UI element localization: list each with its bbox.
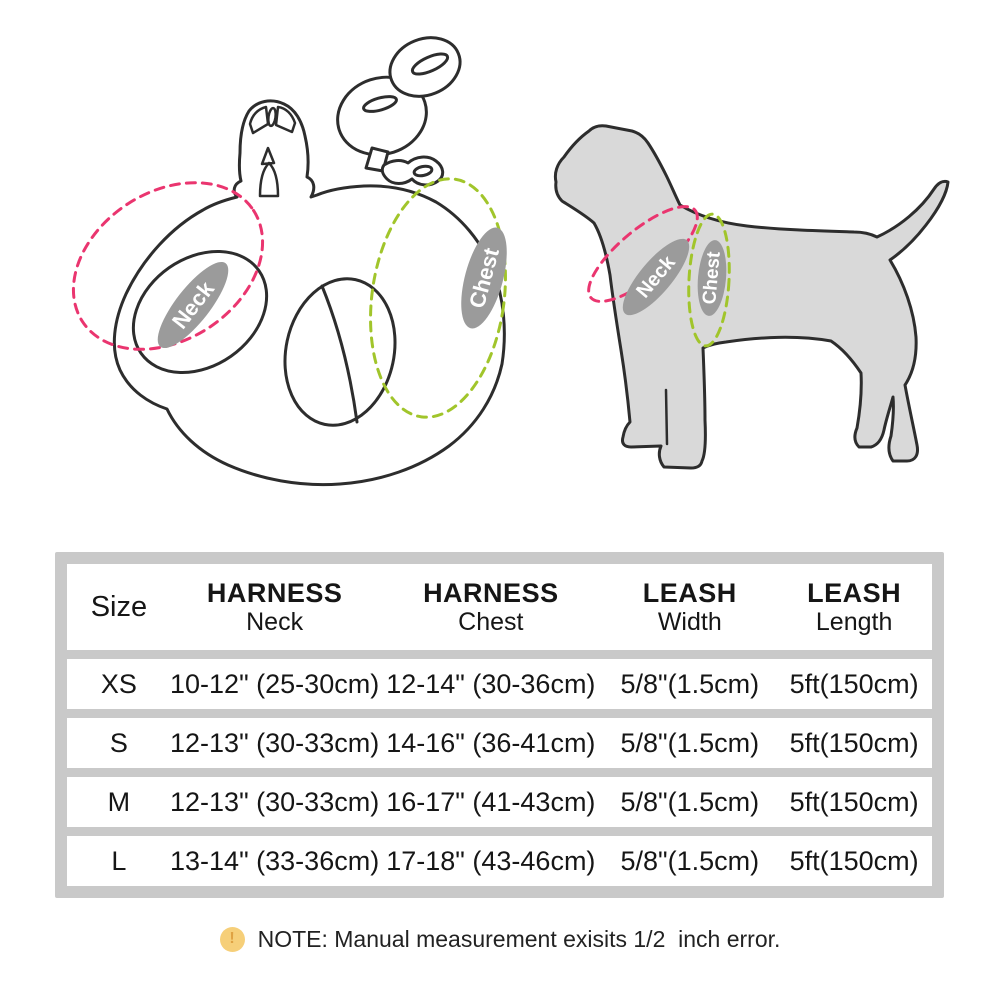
header-leash-length: LEASH Length [776,564,932,650]
leash-handle-slit [410,52,450,76]
table-row: M 12-13" (30-33cm) 16-17" (41-43cm) 5/8"… [67,777,932,827]
leash-clip-hole [412,164,434,178]
table-row: S 12-13" (30-33cm) 14-16" (36-41cm) 5/8"… [67,718,932,768]
note-exclamation-icon: ! [219,926,245,952]
harness-chest-measure-ellipse [369,177,507,419]
table-header-row: Size HARNESS Neck HARNESS Chest LEASH Wi… [67,564,932,650]
header-leash-length-title: LEASH [807,578,902,608]
header-harness-chest-title: HARNESS [423,578,559,608]
cell-leash-length: 5ft(150cm) [789,786,919,817]
size-table: Size HARNESS Neck HARNESS Chest LEASH Wi… [55,552,944,898]
cell-harness-neck: 12-13" (30-33cm) [170,727,380,758]
cell-harness-neck: 13-14" (33-36cm) [170,845,380,876]
cell-harness-chest: 16-17" (41-43cm) [386,786,596,817]
dog-chest-measure-ellipse [687,212,731,348]
header-size-title: Size [90,591,148,623]
dog-drawing [553,124,950,470]
note-text: NOTE: Manual measurement exisits 1/2 inc… [257,925,781,952]
header-harness-neck-subtitle: Neck [246,608,304,636]
cell-leash-length: 5ft(150cm) [789,668,919,699]
measurement-illustration: Neck Chest Neck Chest [71,36,950,487]
cell-size: XS [100,668,137,699]
header-leash-length-subtitle: Length [815,608,893,636]
cell-harness-chest: 12-14" (30-36cm) [386,668,596,699]
leash-clip [380,155,445,187]
header-leash-width: LEASH Width [603,564,776,650]
harness-chest-opening [283,277,397,427]
header-harness-neck: HARNESS Neck [171,564,379,650]
cell-size: M [107,786,131,817]
cell-size: S [109,727,128,758]
cell-leash-width: 5/8"(1.5cm) [620,668,760,699]
header-leash-width-subtitle: Width [657,608,722,636]
cell-harness-neck: 10-12" (25-30cm) [170,668,380,699]
harness-chest-capsule [461,227,507,329]
dog-chest-label-text: Chest [699,250,725,305]
harness-neck-capsule [157,261,229,349]
table-row: XS 10-12" (25-30cm) 12-14" (30-36cm) 5/8… [67,659,932,709]
cell-harness-chest: 14-16" (36-41cm) [386,727,596,758]
header-harness-chest-subtitle: Chest [458,608,524,636]
cell-leash-width: 5/8"(1.5cm) [620,786,760,817]
cell-harness-neck: 12-13" (30-33cm) [170,786,380,817]
header-size: Size [67,564,171,650]
measurement-note: ! NOTE: Manual measurement exisits 1/2 i… [0,920,1000,958]
cell-size: L [111,845,127,876]
cell-leash-length: 5ft(150cm) [789,845,919,876]
header-leash-width-title: LEASH [642,578,737,608]
cell-harness-chest: 17-18" (43-46cm) [386,845,596,876]
table-row: L 13-14" (33-36cm) 17-18" (43-46cm) 5/8"… [67,836,932,886]
harness-buckle-details [248,105,297,198]
dog-chest-capsule [697,240,727,316]
header-harness-neck-title: HARNESS [206,578,343,608]
leash-body-slit [362,95,398,113]
dog-silhouette [553,124,950,470]
dog-neck-measure-ellipse [587,205,699,303]
leash-body [336,75,428,157]
leash-drawing [336,36,462,187]
harness-neck-measure-ellipse [71,181,265,351]
header-harness-chest: HARNESS Chest [378,564,603,650]
cell-leash-length: 5ft(150cm) [789,727,919,758]
dog-chest-label: Chest [697,240,727,316]
dog-neck-capsule [622,238,690,316]
cell-leash-width: 5/8"(1.5cm) [620,845,760,876]
dog-front-leg-split-line [664,388,669,446]
cell-leash-width: 5/8"(1.5cm) [620,727,760,758]
harness-drawing [112,99,506,487]
harness-seam-line [320,284,359,424]
